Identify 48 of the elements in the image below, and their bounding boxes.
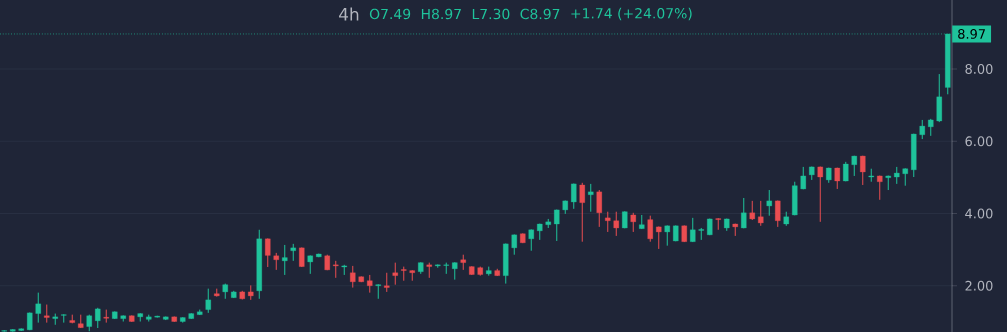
candlestick <box>588 183 594 213</box>
candlestick <box>579 182 585 243</box>
candlestick <box>860 155 866 186</box>
candlestick <box>44 304 50 324</box>
y-tick-label: 2.00 <box>965 280 993 291</box>
annotation: C8.97 <box>520 8 560 20</box>
candlestick <box>528 228 534 252</box>
y-tick-label: 4.00 <box>965 208 993 219</box>
candlestick <box>282 244 288 276</box>
y-tick-label: 6.00 <box>965 136 993 147</box>
candlestick <box>299 246 305 268</box>
candlestick <box>690 217 696 243</box>
candlestick <box>392 262 398 286</box>
candlestick <box>647 215 653 243</box>
ref-line-label: 8.97 <box>958 29 985 39</box>
candlestick <box>596 189 602 228</box>
candlestick <box>817 166 823 223</box>
candlestick <box>800 166 806 190</box>
candlestick <box>664 224 670 247</box>
candlestick <box>741 197 747 229</box>
candlestick <box>630 212 636 233</box>
candlestick <box>35 292 41 324</box>
candlestick <box>843 161 849 182</box>
candlestick <box>265 237 271 268</box>
candlestick <box>350 265 356 289</box>
candlestick <box>375 283 381 300</box>
candlestick <box>605 211 611 233</box>
annotation: L7.30 <box>472 8 510 20</box>
candlestick <box>775 200 781 228</box>
annotation: H8.97 <box>421 8 461 20</box>
chart-title: 4h <box>339 7 359 21</box>
candlestick <box>571 183 577 210</box>
candlestick <box>656 226 662 250</box>
candlestick <box>205 288 211 314</box>
annotation: O7.49 <box>369 8 411 20</box>
candlestick <box>834 167 840 190</box>
candlestick <box>511 233 517 256</box>
candlestick <box>919 119 925 140</box>
candlestick <box>384 272 390 293</box>
candlestick <box>877 175 883 201</box>
candlestick <box>554 209 560 242</box>
candlestick <box>758 200 764 227</box>
candlestick <box>307 254 313 275</box>
y-tick-label: 8.00 <box>965 64 993 74</box>
candlestick <box>613 211 619 237</box>
candlestick <box>851 155 857 177</box>
candlestick <box>766 189 772 217</box>
annotation: +1.74 (+24.07%) <box>571 7 692 21</box>
